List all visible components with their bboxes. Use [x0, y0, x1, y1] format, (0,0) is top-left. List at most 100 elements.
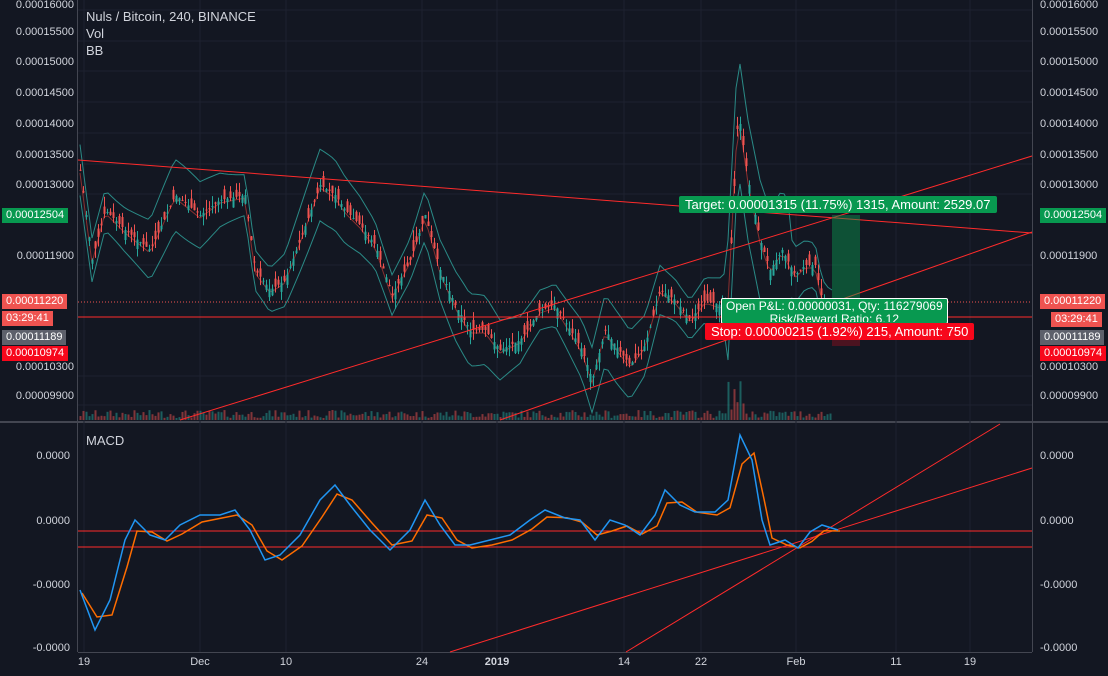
candle-body [271, 288, 274, 296]
volume-bar [709, 413, 712, 420]
candle-body [232, 197, 235, 208]
time-tick: 22 [694, 656, 708, 668]
macd-trendline-steep [625, 423, 1001, 653]
candle-body [334, 195, 337, 203]
candle-body [574, 338, 577, 343]
right-macd-scale[interactable]: 0.0000 0.0000 -0.0000 -0.0000 [1034, 424, 1108, 654]
macd-indicator-label[interactable]: MACD [86, 433, 125, 448]
candle-body [328, 189, 331, 191]
candle-body [682, 309, 685, 311]
candle-body [148, 249, 151, 252]
volume-bar [676, 410, 679, 420]
candle-body [307, 208, 310, 218]
volume-bar [172, 415, 175, 420]
volume-bar [409, 416, 412, 420]
candle-body [655, 304, 658, 306]
volume-bar [403, 413, 406, 420]
volume-bar [292, 413, 295, 420]
bollinger-basis [79, 126, 833, 385]
macd-tick: 0.0000 [36, 450, 70, 462]
volume-bar [343, 412, 346, 420]
volume-bar [196, 410, 199, 420]
candle-body [442, 277, 445, 282]
volume-bar [220, 412, 223, 420]
volume-bar [496, 413, 499, 420]
bollinger-indicator-label[interactable]: BB [86, 43, 104, 58]
candle-body [394, 289, 397, 300]
candle-body [265, 284, 268, 290]
candle-body [241, 195, 244, 203]
volume-bar [556, 417, 559, 420]
candle-body [679, 306, 682, 315]
candle-body [820, 288, 823, 295]
right-price-scale[interactable]: 0.00016000 0.00015500 0.00015000 0.00014… [1034, 0, 1108, 420]
candle-body [226, 198, 229, 203]
candle-body [577, 332, 580, 344]
volume-bar [526, 411, 529, 420]
position-open-pl-label[interactable]: Open P&L: 0.00000031, Qty: 116279069 Ris… [721, 298, 948, 324]
volume-bar [364, 412, 367, 420]
candle-body [361, 223, 364, 228]
volume-bar [136, 412, 139, 420]
candle-body [535, 316, 538, 320]
candle-body [298, 239, 301, 243]
volume-bar [466, 411, 469, 420]
time-tick: 2019 [484, 656, 510, 668]
candle-body [304, 226, 307, 235]
price-tick: 0.00011900 [16, 250, 74, 262]
candle-body [712, 291, 715, 303]
volume-bar [106, 411, 109, 420]
candle-body [400, 277, 403, 286]
volume-bar [379, 417, 382, 420]
volume-bar [127, 414, 130, 420]
volume-bar [121, 412, 124, 420]
candle-body [412, 240, 415, 251]
position-stop-label[interactable]: Stop: 0.00000215 (1.92%) 215, Amount: 75… [705, 323, 975, 340]
volume-bar [649, 411, 652, 420]
candle-body [472, 319, 475, 330]
volume-bar [217, 411, 220, 420]
volume-bar [760, 416, 763, 420]
candle-body [634, 353, 637, 359]
position-target-label[interactable]: Target: 0.00001315 (11.75%) 1315, Amount… [679, 196, 997, 213]
volume-bar [244, 416, 247, 420]
volume-bar [331, 410, 334, 420]
candle-body [94, 241, 97, 249]
candle-body [364, 231, 367, 241]
candle-body [643, 346, 646, 351]
volume-bar [730, 409, 733, 420]
candle-body [109, 211, 112, 215]
macd-pane [78, 423, 1033, 653]
volume-bar [691, 410, 694, 420]
volume-bar [685, 411, 688, 420]
candle-body [466, 325, 469, 327]
candle-body [391, 293, 394, 295]
left-price-scale[interactable]: 0.00016000 0.00015500 0.00015000 0.00014… [0, 0, 74, 420]
candle-body [631, 362, 634, 365]
volume-bar [643, 410, 646, 420]
candle-body [322, 176, 325, 187]
candle-body [373, 235, 376, 244]
volume-bar [388, 411, 391, 420]
price-tick: 0.00015500 [15, 26, 74, 38]
symbol-title[interactable]: Nuls / Bitcoin, 240, BINANCE [86, 9, 256, 24]
candle-body [718, 304, 721, 316]
candle-body [556, 308, 559, 319]
candle-body [700, 304, 703, 306]
volume-bar [574, 411, 577, 420]
volume-bar [256, 417, 259, 420]
candle-body [289, 266, 292, 268]
volume-bar [328, 411, 331, 420]
volume-bar [592, 415, 595, 420]
candle-body [667, 295, 670, 303]
volume-indicator-label[interactable]: Vol [86, 26, 105, 41]
volume-bar [193, 413, 196, 420]
left-macd-scale[interactable]: 0.0000 0.0000 -0.0000 -0.0000 [0, 424, 70, 654]
volume-bar [598, 414, 601, 420]
volume-bar [637, 410, 640, 420]
candle-body [286, 274, 289, 285]
price-pane [77, 0, 1033, 652]
candle-body [100, 223, 103, 226]
volume-bar [424, 416, 427, 420]
